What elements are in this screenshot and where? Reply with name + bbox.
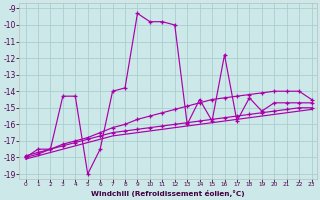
X-axis label: Windchill (Refroidissement éolien,°C): Windchill (Refroidissement éolien,°C) [91,190,245,197]
